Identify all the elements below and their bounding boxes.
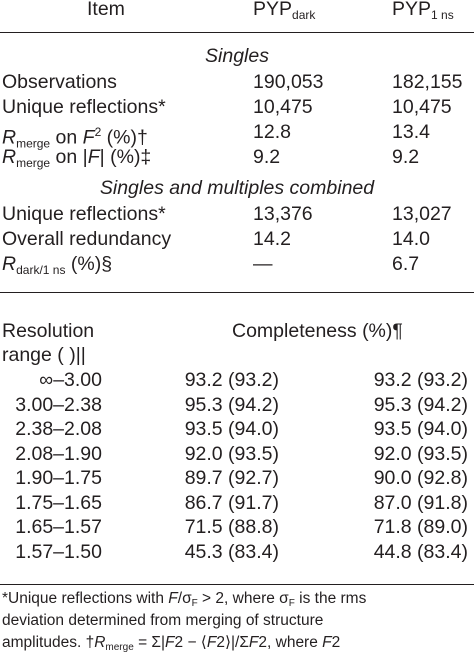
section-singles: Singles [205,45,269,67]
header-rule [0,32,474,34]
row-rmerge-f2-label: Rmerge on F2 (%)† [2,125,148,151]
completeness-1ns: 92.0 (93.5) [373,442,468,465]
completeness-1ns: 90.0 (92.8) [373,467,468,489]
resolution-range: 1.65–1.57 [15,516,102,538]
row-unique2-v2: 13,027 [392,203,452,225]
header-pyp-dark: PYPdark [253,0,316,22]
row-observations-label: Observations [2,71,117,93]
header-pyp-1ns: PYP1 ns [392,0,454,22]
resolution-label-line2: range ( )|| [2,344,86,366]
resolution-range: 1.75–1.65 [15,491,102,514]
row-redundancy-v1: 14.2 [253,228,291,250]
completeness-dark: 89.7 (92.7) [184,467,279,489]
row-rdark-label: Rdark/1 ns (%)§ [2,253,113,277]
row-rmerge-f2-v1: 12.8 [253,121,291,143]
row-rdark-v2: 6.7 [392,253,420,275]
completeness-dark: 93.5 (94.0) [184,418,279,440]
row-observations-v2: 182,155 [392,71,463,93]
row-redundancy-v2: 14.0 [392,228,430,250]
resolution-range: 1.57–1.50 [15,540,102,563]
row-unique2-label: Unique reflections* [2,203,166,225]
completeness-dark: 92.0 (93.5) [184,442,279,465]
resolution-range: ∞–3.00 [39,369,102,391]
row-unique1-v2: 10,475 [392,96,452,118]
header-item: Item [87,0,125,20]
completeness-dark: 45.3 (83.4) [184,540,279,563]
row-unique1-label: Unique reflections* [2,96,166,118]
bottom-rule [0,584,474,586]
completeness-1ns: 93.5 (94.0) [373,418,468,440]
completeness-1ns: 87.0 (91.8) [373,491,468,514]
row-rmerge-f-v2: 9.2 [392,146,420,168]
section-combined: Singles and multiples combined [99,177,375,199]
completeness-dark: 95.3 (94.2) [184,393,279,416]
row-rmerge-f-v1: 9.2 [253,146,281,168]
completeness-dark: 71.5 (88.8) [184,516,279,538]
footnote-line3: amplitudes. †Rmerge = Σ|F2 − ⟨F2⟩|/ΣF2, … [2,634,341,653]
completeness-1ns: 44.8 (83.4) [373,540,468,563]
completeness-1ns: 93.2 (93.2) [373,369,468,391]
row-redundancy-label: Overall redundancy [2,228,172,250]
row-observations-v1: 190,053 [253,71,324,93]
row-rdark-v1: — [253,253,273,275]
middle-rule [0,292,474,294]
resolution-range: 2.38–2.08 [15,418,102,440]
footnote-line1: *Unique reflections with F/σF > 2, where… [2,590,367,609]
completeness-1ns: 95.3 (94.2) [373,393,468,416]
completeness-dark: 93.2 (93.2) [184,369,279,391]
resolution-range: 2.08–1.90 [15,442,102,465]
completeness-dark: 86.7 (91.7) [184,491,279,514]
completeness-header: Completeness (%)¶ [232,320,403,342]
row-rmerge-f2-v2: 13.4 [392,121,430,143]
row-unique1-v1: 10,475 [253,96,313,118]
completeness-1ns: 71.8 (89.0) [373,516,468,538]
resolution-range: 3.00–2.38 [15,393,102,416]
row-unique2-v1: 13,376 [253,203,313,225]
footnote-line2: deviation determined from merging of str… [2,612,324,629]
row-rmerge-f-label: Rmerge on |F| (%)‡ [2,146,152,170]
resolution-label-line1: Resolution [2,320,95,342]
resolution-range: 1.90–1.75 [15,467,102,489]
